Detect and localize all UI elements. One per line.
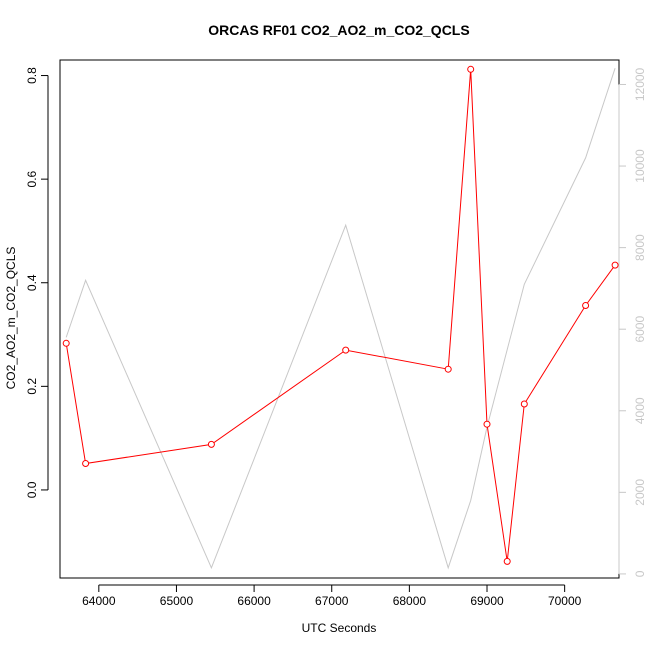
- secondary-series-layer: [65, 68, 616, 570]
- y-axis-label: CO2_AO2_m_CO2_QCLS: [4, 247, 18, 390]
- y-axis-left: 0.0 0.2 0.4 0.6 0.8: [25, 67, 49, 498]
- primary-series-layer: [62, 65, 619, 565]
- x-tick-label: 66000: [237, 594, 271, 608]
- y-tick-label: 0.2: [25, 378, 39, 395]
- y2-tick-label: 6000: [633, 316, 647, 343]
- data-point: [483, 420, 491, 428]
- x-axis-label: UTC Seconds: [302, 621, 377, 635]
- data-point: [611, 261, 619, 269]
- data-point: [444, 365, 452, 373]
- data-point: [503, 557, 511, 565]
- data-point: [82, 460, 90, 467]
- y2-tick-label: 0: [633, 570, 647, 577]
- y2-tick-label: 4000: [633, 397, 647, 424]
- secondary-series-line: [65, 68, 616, 570]
- x-tick-label: 69000: [470, 594, 504, 608]
- x-tick-label: 68000: [393, 594, 427, 608]
- y-axis-right: 0 2000 4000 6000 8000 10000 12000: [618, 67, 647, 577]
- y-tick-label: 0.0: [25, 481, 39, 498]
- data-point: [467, 65, 475, 73]
- x-tick-label: 70000: [548, 594, 582, 608]
- x-tick-label: 64000: [82, 594, 116, 608]
- chart-title: ORCAS RF01 CO2_AO2_m_CO2_QCLS: [208, 22, 469, 38]
- x-axis: 64000 65000 66000 67000 68000 69000 70000: [82, 584, 582, 608]
- y2-tick-label: 8000: [633, 234, 647, 261]
- y2-tick-label: 10000: [633, 149, 647, 183]
- data-point: [520, 400, 528, 408]
- data-point: [582, 302, 590, 309]
- y-tick-label: 0.8: [25, 67, 39, 84]
- y-tick-label: 0.4: [25, 274, 39, 291]
- x-tick-label: 65000: [160, 594, 194, 608]
- y-tick-label: 0.6: [25, 170, 39, 187]
- data-point: [342, 346, 350, 354]
- x-tick-label: 67000: [315, 594, 349, 608]
- data-point: [207, 440, 215, 448]
- y2-tick-label: 2000: [633, 479, 647, 506]
- y2-tick-label: 12000: [633, 67, 647, 101]
- data-point: [62, 339, 70, 347]
